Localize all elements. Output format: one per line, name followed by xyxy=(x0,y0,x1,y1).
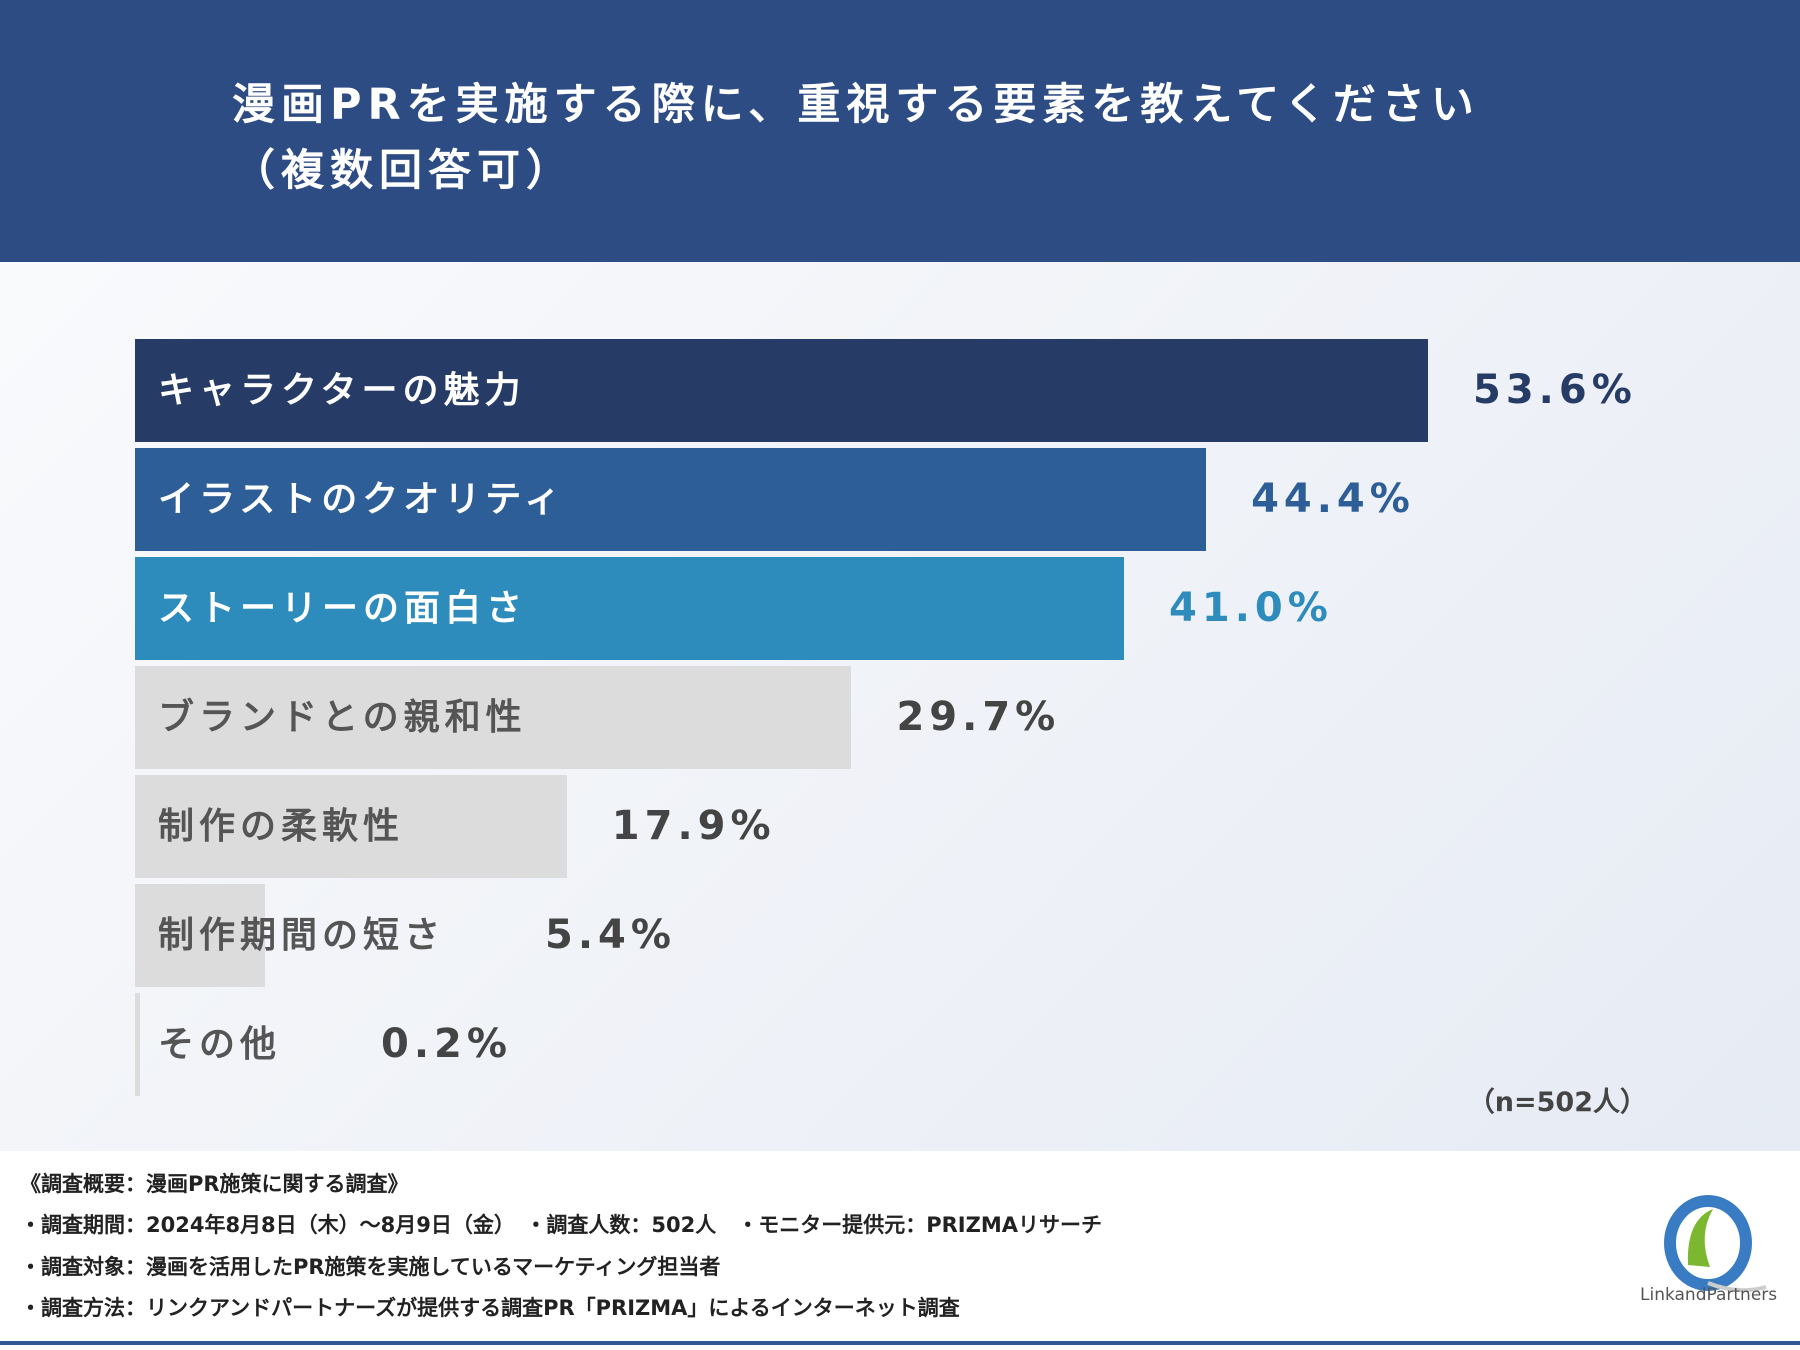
bar xyxy=(135,339,1428,442)
bar xyxy=(135,993,140,1096)
sample-size-note: （n=502人） xyxy=(1467,1087,1647,1118)
bar xyxy=(135,448,1207,551)
bar xyxy=(135,666,852,769)
bar-label: ストーリーの面白さ xyxy=(158,588,528,629)
survey-footer: 《調査概要：漫画PR施策に関する調査》 ・調査期間：2024年8月8日（木）～8… xyxy=(0,1151,1800,1350)
company-logo-icon xyxy=(1664,1195,1767,1293)
bottom-divider xyxy=(0,1341,1800,1345)
bar-label: 制作期間の短さ xyxy=(158,915,446,956)
value-label: 44.4% xyxy=(1251,476,1415,522)
value-label: 5.4% xyxy=(545,912,676,958)
value-label: 0.2% xyxy=(381,1021,512,1067)
logo-text: LinkandPartners xyxy=(1640,1285,1778,1305)
value-label: 41.0% xyxy=(1169,585,1333,631)
value-label: 17.9% xyxy=(611,803,776,849)
footer-line: ・調査期間：2024年8月8日（木）～8月9日（金） ・調査人数：502人 ・モ… xyxy=(20,1213,1102,1237)
bar-label: その他 xyxy=(158,1024,282,1065)
header-banner: 漫画PRを実施する際に、重視する要素を教えてください （複数回答可） xyxy=(0,0,1800,262)
value-label: 53.6% xyxy=(1473,367,1637,413)
bar xyxy=(135,557,1125,660)
bar-label: ブランドとの親和性 xyxy=(158,697,527,738)
footer-line: ・調査方法：リンクアンドパートナーズが提供する調査PR「PRIZMA」によるイン… xyxy=(20,1296,960,1320)
value-label: 29.7% xyxy=(896,694,1061,740)
bar-label: キャラクターの魅力 xyxy=(158,370,526,411)
bar xyxy=(135,884,266,987)
bar xyxy=(135,775,567,878)
chart-title: 漫画PRを実施する際に、重視する要素を教えてください （複数回答可） xyxy=(232,80,1480,196)
footer-line: ・調査対象：漫画を活用したPR施策を実施しているマーケティング担当者 xyxy=(20,1255,721,1279)
footer-line: 《調査概要：漫画PR施策に関する調査》 xyxy=(20,1172,409,1196)
bar-label: 制作の柔軟性 xyxy=(158,806,405,847)
bar-label: イラストのクオリティ xyxy=(158,479,566,520)
